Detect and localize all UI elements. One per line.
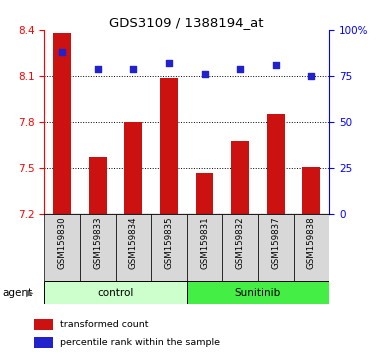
Bar: [151, 214, 187, 281]
Point: [95, 66, 101, 72]
Bar: [187, 214, 223, 281]
Text: transformed count: transformed count: [60, 320, 148, 329]
Point: [130, 66, 136, 72]
Bar: [53, 33, 71, 214]
Text: GSM159837: GSM159837: [271, 216, 280, 269]
Bar: [160, 78, 178, 214]
Point: [273, 62, 279, 68]
Bar: [303, 167, 320, 214]
Text: control: control: [97, 288, 134, 298]
Title: GDS3109 / 1388194_at: GDS3109 / 1388194_at: [109, 16, 264, 29]
Text: GSM159838: GSM159838: [307, 216, 316, 269]
Text: agent: agent: [2, 288, 32, 298]
Text: GSM159831: GSM159831: [200, 216, 209, 269]
Text: GSM159835: GSM159835: [164, 216, 173, 269]
Bar: [34, 337, 53, 348]
Point: [166, 61, 172, 66]
Bar: [231, 141, 249, 214]
Bar: [124, 122, 142, 214]
Point: [308, 73, 315, 79]
Bar: [89, 158, 107, 214]
Point: [237, 66, 243, 72]
Text: GSM159833: GSM159833: [93, 216, 102, 269]
Bar: [187, 281, 329, 304]
Bar: [34, 319, 53, 330]
Text: percentile rank within the sample: percentile rank within the sample: [60, 338, 219, 347]
Point: [201, 72, 208, 77]
Text: Sunitinib: Sunitinib: [235, 288, 281, 298]
Bar: [258, 214, 294, 281]
Bar: [80, 214, 116, 281]
Bar: [44, 281, 187, 304]
Bar: [223, 214, 258, 281]
Bar: [293, 214, 329, 281]
Text: ▶: ▶: [26, 288, 33, 298]
Text: GSM159832: GSM159832: [236, 216, 244, 269]
Bar: [196, 173, 213, 214]
Bar: [116, 214, 151, 281]
Text: GSM159834: GSM159834: [129, 216, 138, 269]
Point: [59, 49, 65, 55]
Text: GSM159830: GSM159830: [58, 216, 67, 269]
Bar: [44, 214, 80, 281]
Bar: [267, 114, 285, 214]
